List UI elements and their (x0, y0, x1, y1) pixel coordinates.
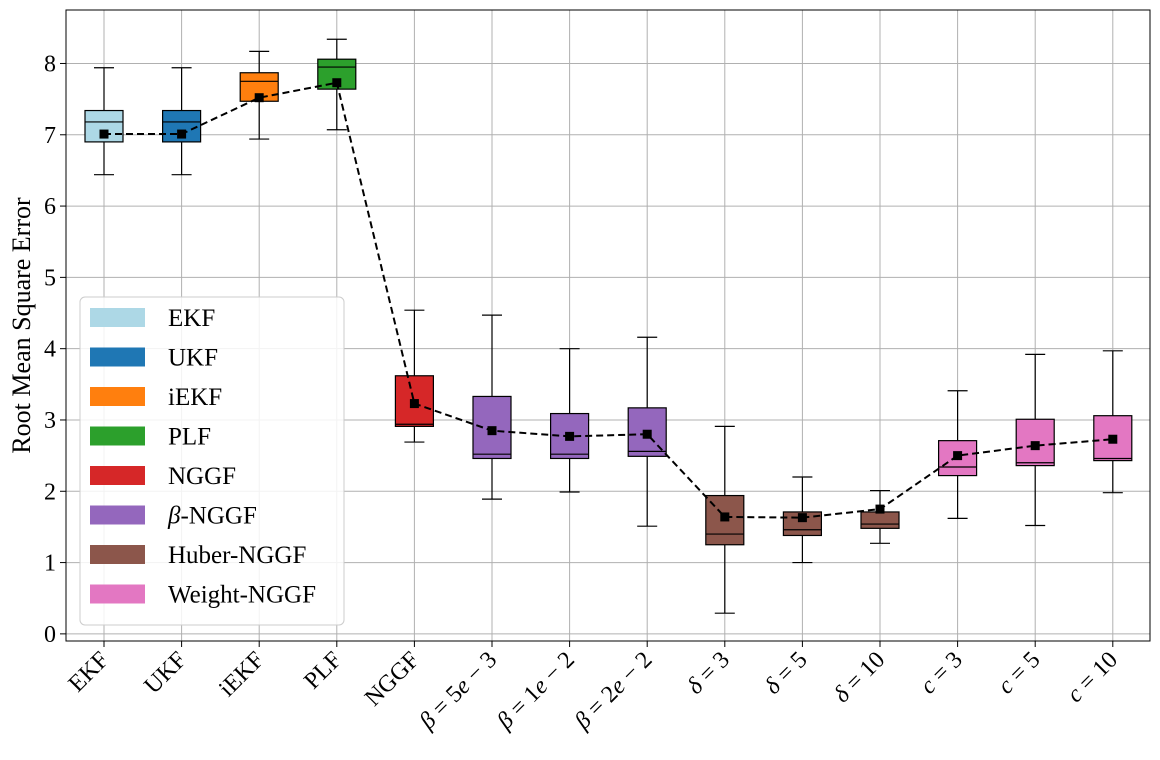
mean-marker (1030, 441, 1040, 451)
mean-marker (177, 129, 187, 139)
mean-marker (332, 78, 342, 88)
box-body (860, 511, 900, 529)
legend-swatch (90, 584, 145, 604)
box-13 (1093, 350, 1133, 494)
y-tick-label: 2 (44, 479, 56, 505)
x-tick-label: NGGF (360, 647, 425, 712)
y-tick-label: 6 (44, 194, 56, 220)
mean-marker (953, 451, 963, 461)
x-tick-label: δ = 10 (829, 647, 890, 708)
legend-swatch (90, 545, 145, 564)
legend-swatch (90, 347, 145, 367)
mean-marker (99, 129, 109, 139)
box-0 (84, 67, 124, 176)
x-tick-label: β = 2e − 2 (569, 647, 657, 735)
mean-marker (565, 431, 575, 441)
mean-marker (875, 504, 885, 514)
mean-marker (409, 399, 419, 409)
y-tick-label: 1 (44, 551, 56, 577)
x-tick-label: iEKF (214, 647, 269, 702)
y-axis: 0 1 2 3 4 5 6 7 8 (44, 51, 66, 648)
y-axis-label: Root Mean Square Error (7, 197, 36, 454)
plot-frame (65, 9, 1151, 642)
legend-label: UKF (168, 345, 218, 372)
legend-swatch (90, 426, 145, 446)
legend-swatch (90, 387, 145, 406)
box-body (84, 109, 124, 143)
legend-swatch (90, 308, 145, 327)
y-tick-label: 7 (44, 123, 56, 149)
x-tick-label: PLF (299, 647, 347, 695)
x-tick-label: EKF (64, 647, 114, 697)
y-tick-label: 0 (44, 622, 56, 648)
legend-label: Weight-NGGF (168, 582, 316, 609)
legend-label: β-NGGF (167, 503, 257, 530)
y-tick-label: 3 (44, 408, 56, 434)
mean-marker (720, 512, 730, 522)
mean-line (104, 81, 1113, 519)
x-tick-label: δ = 5 (760, 647, 813, 700)
x-tick-label: c = 5 (993, 647, 1045, 699)
y-tick-label: 8 (44, 51, 56, 77)
mean-marker (642, 429, 652, 439)
legend-label: NGGF (168, 463, 236, 490)
legend-swatch (90, 505, 145, 525)
legend: EKF UKF iEKF PLF NGGF β-NGGF Huber-NGGF Weight-… (79, 296, 345, 626)
mean-marker (797, 513, 807, 523)
y-tick-label: 4 (44, 337, 56, 363)
x-tick-label: β = 5e − 3 (414, 647, 502, 735)
legend-label: PLF (168, 424, 211, 451)
box-body (1093, 415, 1133, 462)
legend-label: iEKF (168, 384, 222, 411)
legend-box (79, 296, 345, 626)
x-tick-label: UKF (140, 647, 192, 699)
legend-swatch (90, 466, 145, 485)
mean-marker (254, 93, 264, 103)
x-tick-label: δ = 3 (682, 647, 735, 700)
mean-markers (99, 78, 1118, 523)
y-tick-label: 5 (44, 265, 56, 291)
x-tick-label: β = 1e − 2 (492, 647, 580, 735)
x-tick-label: c = 3 (915, 647, 967, 699)
mean-marker (1108, 434, 1118, 444)
box-10 (860, 489, 900, 544)
x-tick-label: c = 10 (1062, 647, 1123, 708)
mean-marker (487, 426, 497, 436)
legend-label: EKF (168, 305, 215, 332)
legend-label: Huber-NGGF (168, 542, 306, 569)
